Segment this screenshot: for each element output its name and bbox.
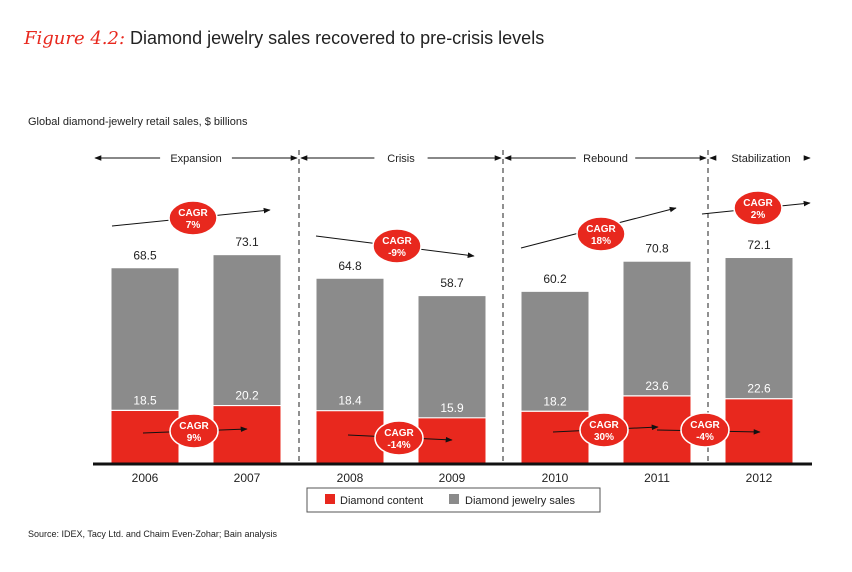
value-label-diamond-content: 18.5 xyxy=(133,393,157,407)
legend-swatch-diamond-content xyxy=(325,494,335,504)
value-label-diamond-content: 23.6 xyxy=(645,379,669,393)
cagr-label: CAGR xyxy=(384,428,414,439)
bar-diamond-content xyxy=(316,410,384,463)
figure-title-text: Diamond jewelry sales recovered to pre-c… xyxy=(130,28,545,48)
figure-title: Figure 4.2: Diamond jewelry sales recove… xyxy=(24,28,544,49)
cagr-label: CAGR xyxy=(382,236,412,247)
cagr-label: CAGR xyxy=(743,198,773,209)
cagr-bubble xyxy=(680,412,730,448)
bar-jewelry-sales xyxy=(213,255,281,406)
cagr-label: CAGR xyxy=(690,420,720,431)
value-label-diamond-content: 22.6 xyxy=(747,382,771,396)
cagr-bubble xyxy=(372,228,422,264)
bar-diamond-content xyxy=(213,405,281,463)
bar-diamond-content xyxy=(418,417,486,463)
x-tick-label: 2008 xyxy=(337,471,364,485)
bar-diamond-content xyxy=(521,411,589,463)
bar-jewelry-sales xyxy=(418,296,486,418)
x-tick-label: 2010 xyxy=(542,471,569,485)
cagr-value: -14% xyxy=(387,440,410,451)
value-label-jewelry-sales: 72.1 xyxy=(747,238,771,252)
x-tick-label: 2009 xyxy=(439,471,466,485)
legend-swatch-jewelry-sales xyxy=(449,494,459,504)
phase-label: Expansion xyxy=(170,153,221,165)
value-label-jewelry-sales: 60.2 xyxy=(543,272,567,286)
cagr-bubble xyxy=(576,216,626,252)
bar-jewelry-sales xyxy=(725,258,793,399)
cagr-label: CAGR xyxy=(589,420,619,431)
cagr-bubble xyxy=(168,200,218,236)
bar-jewelry-sales xyxy=(521,291,589,412)
source-note: Source: IDEX, Tacy Ltd. and Chaim Even-Z… xyxy=(28,529,277,539)
cagr-value: 2% xyxy=(751,210,766,221)
value-label-jewelry-sales: 58.7 xyxy=(440,276,464,290)
x-tick-label: 2006 xyxy=(132,471,159,485)
bar-jewelry-sales xyxy=(316,278,384,411)
cagr-bubble xyxy=(169,413,219,449)
value-label-jewelry-sales: 64.8 xyxy=(338,259,362,273)
legend-label-diamond-content: Diamond content xyxy=(340,495,423,507)
cagr-value: -9% xyxy=(388,248,406,259)
value-label-jewelry-sales: 70.8 xyxy=(645,242,669,256)
value-label-diamond-content: 20.2 xyxy=(235,389,259,403)
figure-number: Figure 4.2: xyxy=(24,28,126,49)
value-label-diamond-content: 18.4 xyxy=(338,394,362,408)
cagr-value: 7% xyxy=(186,220,201,231)
phase-label: Stabilization xyxy=(731,153,790,165)
bar-jewelry-sales xyxy=(623,261,691,396)
cagr-value: 9% xyxy=(187,433,202,444)
bar-diamond-content xyxy=(111,410,179,463)
legend-label-jewelry-sales: Diamond jewelry sales xyxy=(465,495,576,507)
cagr-label: CAGR xyxy=(586,224,616,235)
chart-subtitle: Global diamond-jewelry retail sales, $ b… xyxy=(28,116,248,128)
bar-jewelry-sales xyxy=(111,268,179,411)
cagr-label: CAGR xyxy=(178,208,208,219)
value-label-jewelry-sales: 68.5 xyxy=(133,248,157,262)
x-tick-label: 2007 xyxy=(234,471,261,485)
value-label-diamond-content: 18.2 xyxy=(543,394,567,408)
cagr-value: -4% xyxy=(696,432,714,443)
phase-label: Rebound xyxy=(583,153,628,165)
value-label-jewelry-sales: 73.1 xyxy=(235,235,259,249)
phase-label: Crisis xyxy=(387,153,415,165)
x-tick-label: 2011 xyxy=(644,471,670,485)
x-tick-label: 2012 xyxy=(746,471,773,485)
cagr-bubble xyxy=(579,412,629,448)
cagr-bubble xyxy=(374,420,424,456)
cagr-value: 30% xyxy=(594,432,614,443)
cagr-bubble xyxy=(733,190,783,226)
cagr-label: CAGR xyxy=(179,421,209,432)
value-label-diamond-content: 15.9 xyxy=(440,401,464,415)
cagr-value: 18% xyxy=(591,236,611,247)
bar-diamond-content xyxy=(725,398,793,463)
